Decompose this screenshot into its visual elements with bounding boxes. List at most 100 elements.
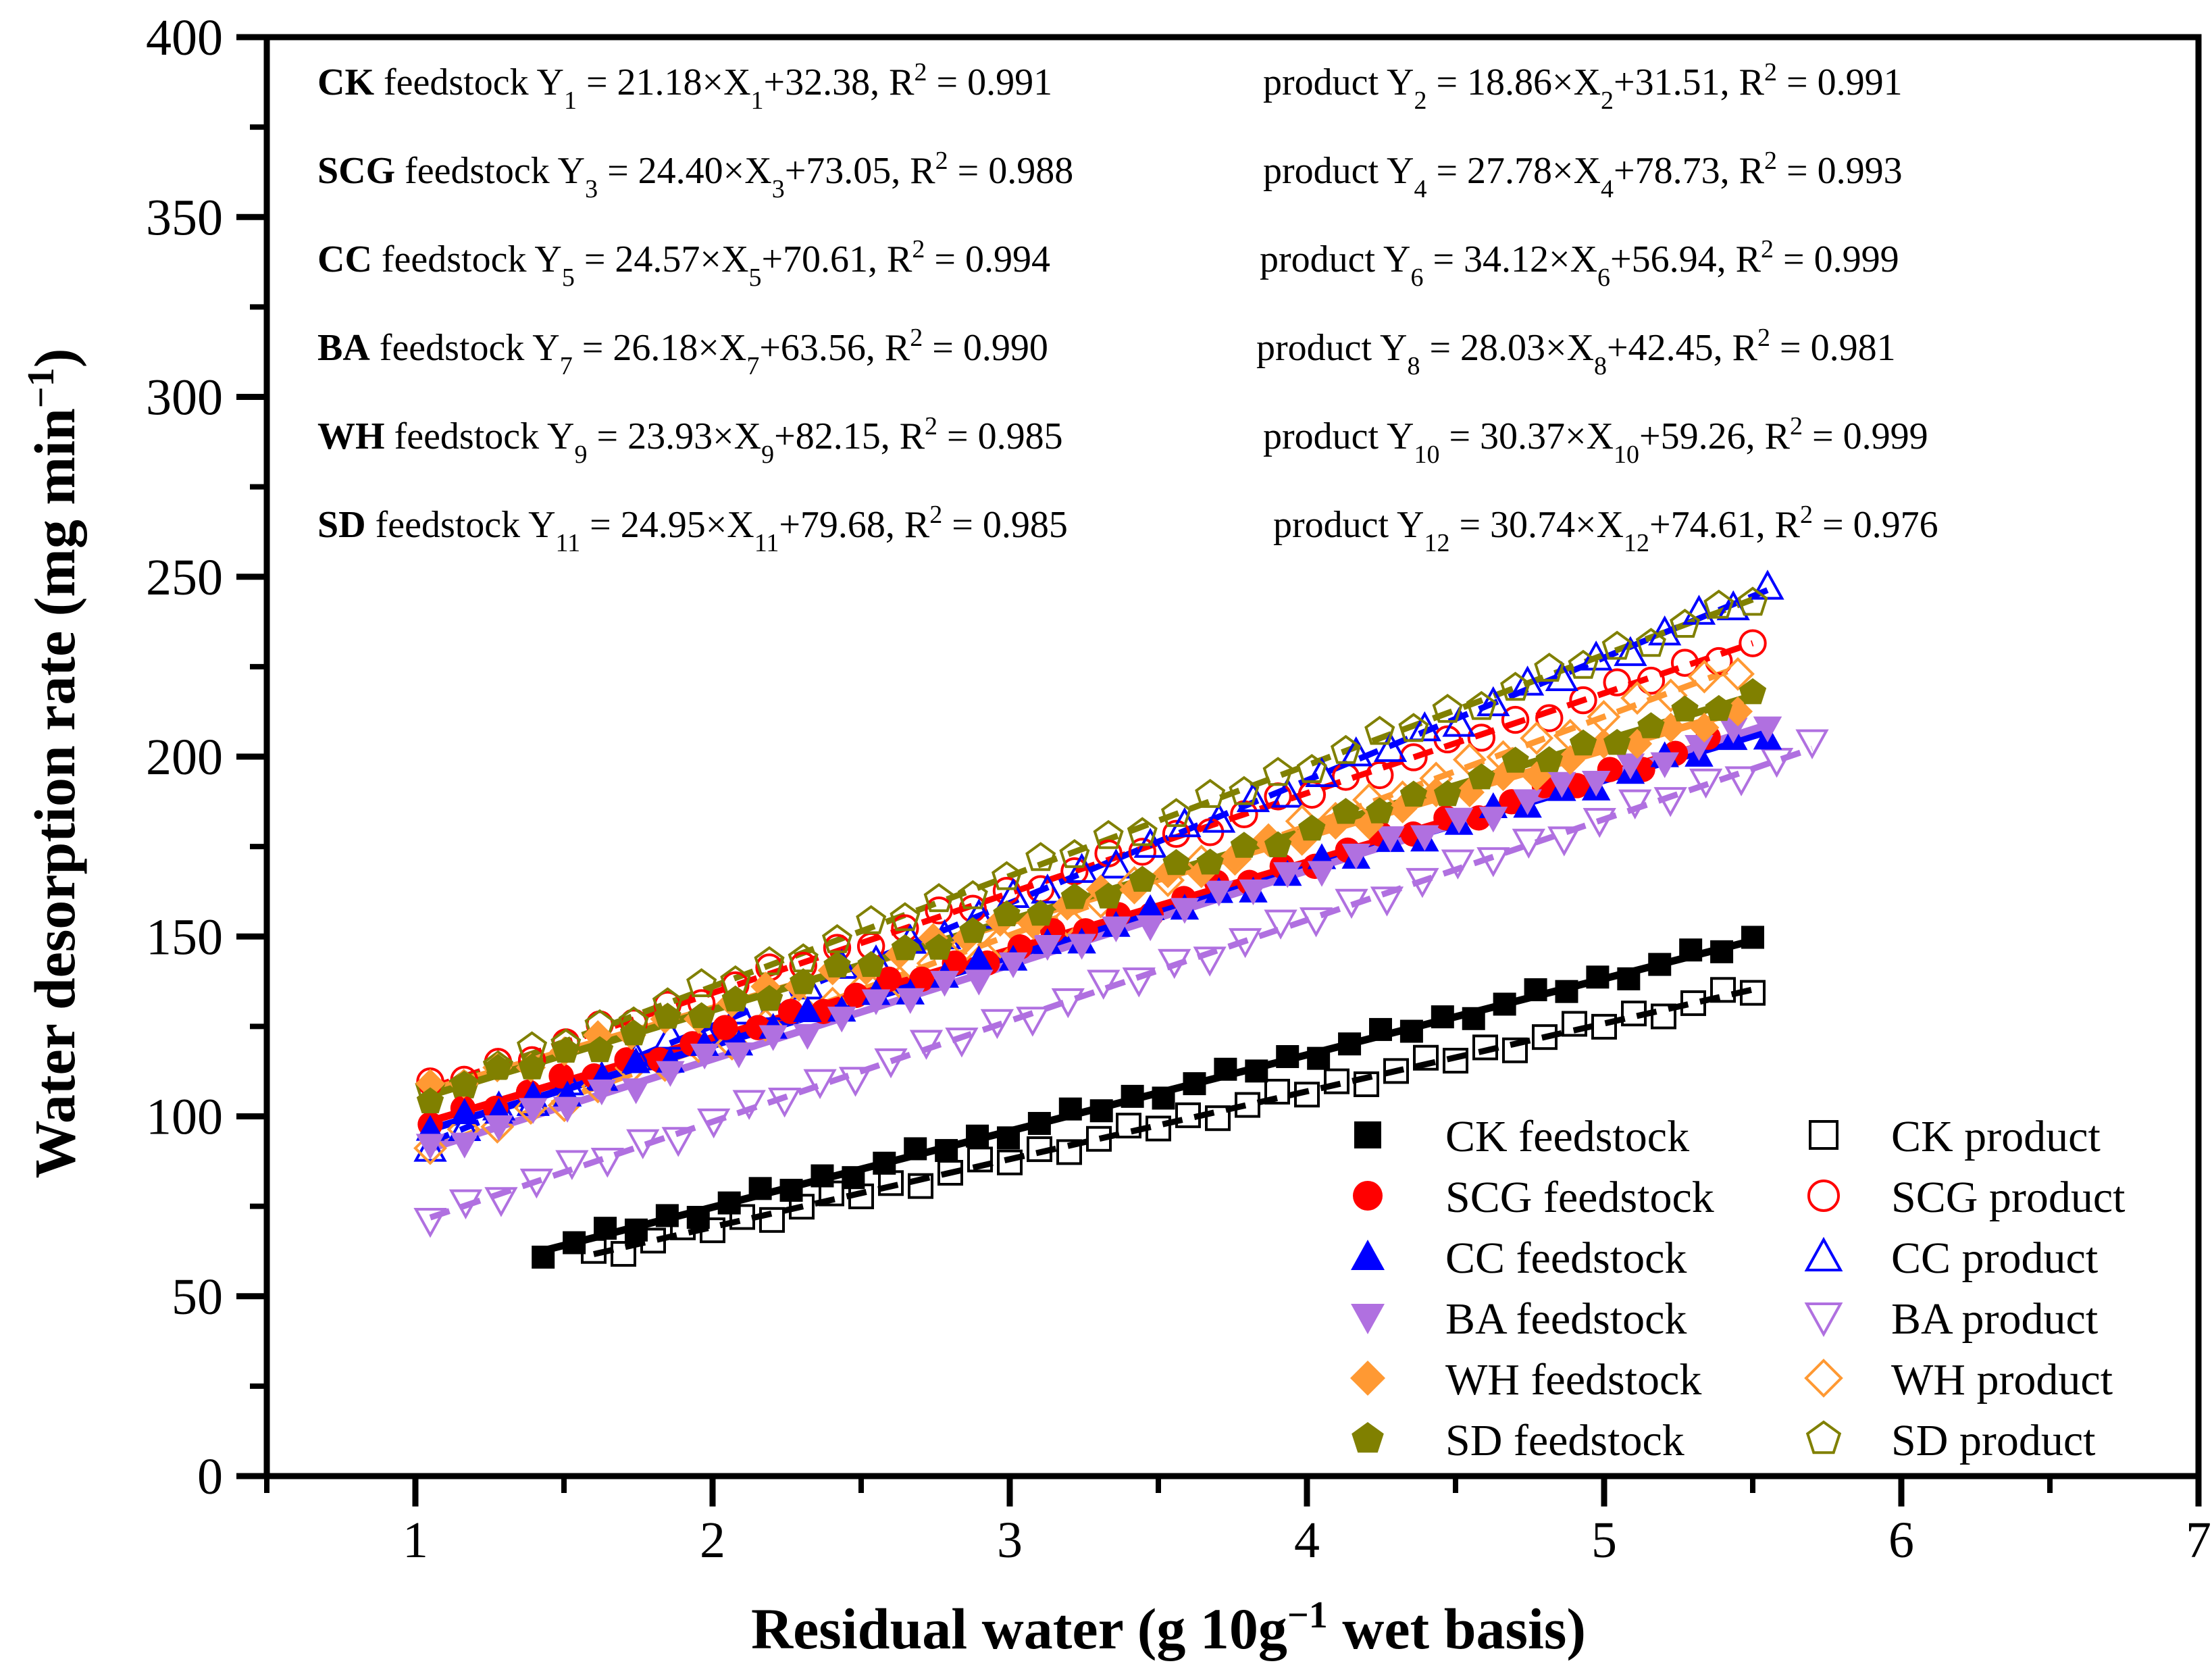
equation-ck-feedstock: CK feedstock Y1 = 21.18×X1+32.38, R2 = 0…	[317, 58, 1052, 115]
ba-feedstock-point	[861, 989, 891, 1015]
ck-product-point	[1056, 1139, 1082, 1165]
ck-feedstock-point	[1679, 938, 1703, 962]
ba-feedstock-point	[1718, 717, 1748, 744]
ck-feedstock-point	[811, 1164, 834, 1188]
ba-product-point	[1583, 807, 1616, 838]
wh-feedstock-point	[1689, 712, 1720, 743]
cc-product-point	[1270, 778, 1304, 808]
ck-product-fit-line	[592, 986, 1754, 1257]
legend-label-cc-feedstock: CC feedstock	[1445, 1234, 1687, 1283]
ck-feedstock-point	[779, 1178, 803, 1202]
sd-feedstock-point	[484, 1054, 512, 1080]
sd-product-point	[1601, 630, 1632, 660]
ck-product-point	[759, 1207, 785, 1233]
ck-feedstock-point	[935, 1139, 958, 1163]
legend-label-ck-feedstock: CK feedstock	[1445, 1112, 1689, 1161]
ck-product-point	[908, 1173, 933, 1199]
wh-feedstock-point	[1287, 826, 1317, 856]
ck-feedstock-point	[717, 1191, 741, 1215]
legend-marker-sd-feedstock	[1352, 1422, 1384, 1453]
ck-product-point	[1264, 1078, 1290, 1105]
ck-product-point	[967, 1146, 993, 1173]
ck-product-point	[1710, 977, 1736, 1003]
legend-label-ba-product: BA product	[1891, 1294, 2098, 1344]
ba-product-point	[413, 1208, 447, 1238]
ba-product-point	[945, 1028, 979, 1058]
cc-product-point	[1099, 848, 1133, 879]
cc-product-point	[1510, 665, 1545, 696]
sd-product-point	[1466, 690, 1497, 720]
y-tick-label: 0	[197, 1448, 223, 1505]
ba-feedstock-point	[1684, 734, 1714, 761]
sd-feedstock-point	[1129, 865, 1156, 892]
x-tick-label: 6	[1888, 1512, 1914, 1569]
ck-product-point	[1651, 1003, 1676, 1030]
ck-feedstock-point	[1368, 1017, 1392, 1041]
ba-product-point	[661, 1127, 695, 1157]
equation-ba-product: product Y8 = 28.03×X8+42.45, R2 = 0.981	[1256, 324, 1896, 380]
cc-product-point	[1373, 732, 1408, 762]
ck-product-point	[729, 1204, 755, 1230]
ck-product-point	[1591, 1013, 1617, 1040]
equation-ba-feedstock: BA feedstock Y7 = 26.18×X7+63.56, R2 = 0…	[317, 324, 1048, 380]
sd-feedstock-point	[1230, 832, 1258, 858]
cc-feedstock-point	[964, 945, 994, 971]
sd-product-point	[923, 883, 954, 913]
ba-feedstock-point	[1581, 771, 1611, 797]
legend-marker-wh-product	[1804, 1359, 1843, 1398]
ck-feedstock-point	[1058, 1097, 1082, 1121]
legend-marker-sd-product	[1805, 1420, 1842, 1454]
wh-product-point	[1687, 659, 1722, 694]
legend-marker-ck-product	[1809, 1120, 1838, 1150]
ba-product-point	[1476, 847, 1510, 878]
ck-feedstock-point	[1152, 1086, 1175, 1110]
cc-product-point	[1614, 636, 1647, 666]
ck-feedstock-point	[1555, 980, 1578, 1003]
sd-feedstock-point	[1433, 780, 1462, 807]
scg-product-point	[1569, 686, 1597, 715]
sd-product-point	[1330, 734, 1362, 764]
regression-equations: CK feedstock Y1 = 21.18×X1+32.38, R2 = 0…	[317, 58, 1938, 557]
sd-product-point	[856, 905, 887, 934]
ba-product-point	[448, 1189, 483, 1220]
equation-cc-feedstock: CC feedstock Y5 = 24.57×X5+70.61, R2 = 0…	[317, 235, 1050, 292]
equation-sd-product: product Y12 = 30.74×X12+74.61, R2 = 0.97…	[1273, 501, 1938, 557]
y-tick-label: 300	[146, 370, 223, 426]
sd-feedstock-point	[620, 1019, 648, 1046]
cc-product-point	[1545, 661, 1579, 691]
legend-marker-ba-feedstock	[1351, 1304, 1385, 1334]
ba-product-fit-line	[429, 745, 1814, 1221]
sd-feedstock-point	[1739, 678, 1767, 705]
sd-product-point	[1127, 817, 1158, 846]
legend-label-scg-feedstock: SCG feedstock	[1445, 1173, 1714, 1222]
ba-feedstock-point	[964, 969, 994, 996]
ck-product-point	[1294, 1082, 1320, 1108]
ck-product-point	[1146, 1115, 1171, 1142]
sd-feedstock-point	[518, 1053, 546, 1080]
ck-feedstock-point	[1741, 926, 1764, 949]
cc-product-point	[1031, 873, 1064, 904]
ba-feedstock-point	[998, 952, 1028, 978]
legend: CK feedstock SCG feedstock CC feedstock BA …	[1350, 1112, 2126, 1465]
legend-label-ba-feedstock: BA feedstock	[1445, 1294, 1687, 1344]
cc-product-point	[413, 1132, 447, 1162]
sd-feedstock-point	[1162, 848, 1190, 876]
sd-product-point	[1398, 713, 1429, 742]
cc-product-point	[1236, 782, 1270, 813]
ck-feedstock-point	[1462, 1007, 1485, 1030]
ck-feedstock-point	[1245, 1059, 1268, 1083]
sd-product-point	[1195, 778, 1226, 808]
ba-feedstock-point	[1170, 898, 1200, 924]
ck-feedstock-point	[594, 1217, 617, 1240]
y-tick-label: 200	[146, 729, 223, 786]
ba-product-point	[590, 1148, 624, 1178]
legend-label-wh-feedstock: WH feedstock	[1445, 1355, 1701, 1404]
ba-product-point	[555, 1150, 589, 1180]
ck-feedstock-point	[1027, 1111, 1051, 1135]
x-tick-label: 3	[997, 1512, 1023, 1569]
legend-label-ck-product: CK product	[1891, 1112, 2101, 1161]
ba-product-point	[1299, 907, 1333, 938]
scg-product-point	[1603, 668, 1631, 696]
ba-feedstock-point	[450, 1132, 480, 1159]
